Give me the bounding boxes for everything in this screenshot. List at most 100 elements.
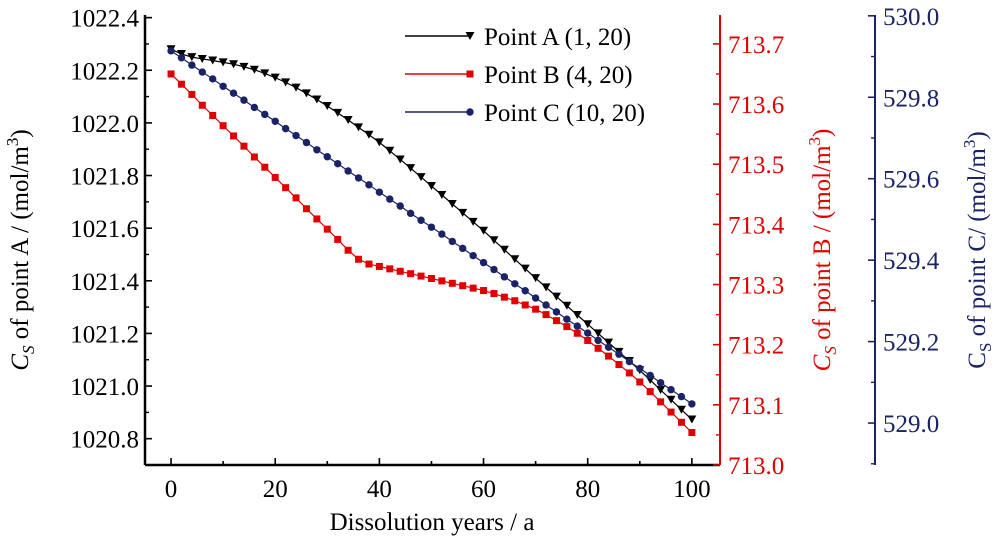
data-point-C — [563, 315, 571, 323]
data-point-C — [552, 308, 561, 316]
series-B — [167, 70, 696, 437]
data-point-A — [406, 164, 416, 173]
legend-marker — [465, 32, 475, 40]
data-point-C — [344, 167, 352, 175]
data-point-B — [448, 279, 456, 287]
data-point-C — [323, 153, 331, 161]
data-point-A — [676, 405, 686, 414]
data-point-A — [281, 78, 291, 87]
data-point-C — [427, 223, 436, 231]
data-point-C — [688, 400, 696, 408]
x-tick-label: 0 — [165, 476, 178, 503]
data-point-A — [458, 208, 468, 217]
data-point-A — [260, 69, 270, 78]
data-point-C — [417, 216, 425, 224]
data-point-A — [541, 283, 551, 292]
data-point-B — [511, 297, 519, 305]
data-point-A — [385, 146, 395, 155]
y-tick-label-A: 1022.0 — [70, 111, 139, 138]
data-point-A — [656, 386, 666, 394]
x-tick-label: 20 — [263, 476, 288, 503]
data-point-C — [354, 174, 363, 182]
data-point-C — [438, 230, 446, 238]
data-point-A — [666, 395, 676, 404]
data-point-B — [438, 277, 446, 285]
data-point-C — [490, 265, 498, 274]
data-point-C — [334, 159, 342, 168]
data-point-A — [176, 49, 186, 58]
axes-layer: 0 20 40 60 80 100 1020.8 1021.0 1021.2 1021.4 1021… — [3, 4, 995, 503]
data-point-C — [406, 209, 415, 218]
data-point-B — [396, 267, 404, 275]
y-tick-label-C: 530.0 — [883, 4, 939, 31]
data-point-C — [250, 103, 259, 112]
y-tick-label-C: 529.8 — [883, 85, 939, 112]
data-point-A — [218, 58, 228, 67]
legend: Point A (1, 20) Point B (4, 20) Point C (1… — [405, 24, 645, 127]
legend-item: Point A (1, 20) — [405, 24, 631, 51]
series-layer — [166, 45, 697, 437]
data-point-C — [167, 47, 175, 55]
data-point-C — [646, 371, 654, 380]
series-line-B — [170, 73, 693, 433]
y-tick-label-C: 529.6 — [883, 167, 939, 194]
y-tick-label-C: 529.0 — [883, 411, 939, 438]
data-point-B — [563, 323, 571, 331]
data-point-A — [229, 60, 239, 69]
legend-item: Point C (10, 20) — [405, 100, 645, 127]
data-point-C — [396, 202, 404, 210]
data-point-C — [375, 188, 384, 196]
data-point-B — [427, 275, 435, 283]
x-tick-label: 60 — [471, 476, 496, 503]
data-point-C — [615, 350, 623, 358]
y-tick-label-B: 713.6 — [728, 92, 784, 119]
data-point-B — [188, 90, 196, 98]
data-point-B — [605, 352, 613, 360]
data-point-A — [187, 53, 197, 62]
data-point-C — [177, 54, 186, 62]
data-point-B — [552, 317, 560, 325]
data-point-A — [416, 173, 426, 182]
data-point-A — [343, 116, 353, 124]
data-point-A — [364, 130, 374, 139]
data-point-A — [426, 182, 436, 191]
y-axis-title-A: CS of point A / (mol/m3) — [3, 129, 38, 370]
legend-label: Point B (4, 20) — [484, 62, 633, 89]
legend-label: Point C (10, 20) — [484, 100, 645, 127]
x-tick-label: 100 — [673, 476, 711, 503]
data-point-C — [594, 336, 602, 345]
data-point-A — [322, 102, 332, 111]
y-tick-label-A: 1022.4 — [70, 6, 139, 33]
data-point-C — [459, 244, 467, 253]
data-point-C — [219, 82, 227, 90]
series-C — [167, 47, 696, 408]
data-point-A — [489, 236, 499, 245]
data-point-B — [355, 255, 363, 263]
data-point-A — [270, 73, 280, 82]
series-A — [166, 45, 697, 424]
data-point-B — [542, 311, 550, 319]
data-point-B — [375, 262, 383, 270]
data-point-B — [459, 282, 467, 290]
data-point-B — [657, 398, 665, 406]
data-point-A — [572, 311, 582, 319]
data-point-A — [301, 89, 311, 98]
data-point-C — [500, 273, 509, 281]
legend-marker — [466, 108, 474, 116]
y-tick-label-A: 1021.0 — [70, 374, 139, 401]
data-point-C — [625, 357, 634, 366]
data-point-A — [687, 415, 697, 424]
data-point-B — [584, 336, 592, 344]
data-point-B — [240, 142, 248, 150]
data-point-A — [291, 83, 301, 92]
data-point-A — [312, 95, 322, 104]
data-point-C — [636, 364, 644, 373]
data-point-C — [584, 329, 592, 337]
y-axis-title-B: CS of point B / (mol/m3) — [805, 129, 840, 372]
y-tick-label-C: 529.4 — [883, 248, 940, 275]
data-point-A — [197, 54, 207, 63]
data-point-C — [386, 195, 394, 203]
data-point-B — [469, 284, 477, 292]
y-tick-label-B: 713.0 — [728, 453, 784, 480]
data-point-A — [531, 274, 541, 283]
